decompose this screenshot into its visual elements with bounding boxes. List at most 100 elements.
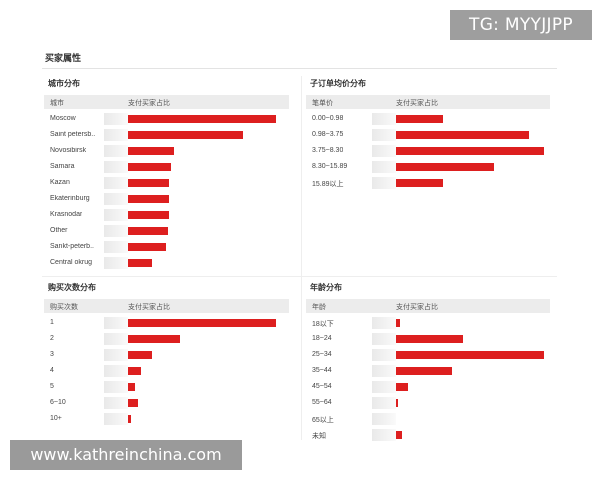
blurred-value — [104, 209, 128, 221]
share-bar — [128, 163, 171, 171]
table-row: Moscow — [44, 111, 289, 127]
row-label: 65以上 — [312, 417, 334, 424]
blurred-value — [104, 365, 128, 377]
table-row: 18以下 — [306, 315, 550, 331]
table-row: 15.89以上 — [306, 175, 550, 191]
table-row: 35~44 — [306, 363, 550, 379]
table-header-row: 年龄 支付买家占比 — [306, 299, 550, 313]
share-bar — [396, 147, 544, 155]
row-label: 3 — [50, 351, 54, 358]
share-bar — [128, 259, 152, 267]
row-label: 15.89以上 — [312, 181, 344, 188]
blurred-value — [104, 317, 128, 329]
age-distribution-panel: 年龄分布 年龄 支付买家占比 18以下 18~24 25~34 35~44 45~54 55~6… — [306, 282, 550, 442]
row-label: Samara — [50, 163, 75, 170]
blurred-value — [104, 113, 128, 125]
table-row: 65以上 — [306, 411, 550, 427]
blurred-value — [372, 349, 396, 361]
share-bar — [128, 319, 276, 327]
share-bar — [396, 163, 494, 171]
panel-title: 子订单均价分布 — [310, 79, 366, 88]
table-row: Samara — [44, 159, 289, 175]
blurred-value — [372, 413, 396, 425]
table-row: Ekaterinburg — [44, 191, 289, 207]
row-label: Novosibirsk — [50, 147, 87, 154]
blurred-value — [372, 145, 396, 157]
share-bar — [396, 367, 452, 375]
column-header-category: 购买次数 — [50, 304, 78, 311]
blurred-value — [104, 193, 128, 205]
table-row: 5 — [44, 379, 289, 395]
row-label: 5 — [50, 383, 54, 390]
share-bar — [396, 131, 529, 139]
share-bar — [396, 179, 443, 187]
blurred-value — [104, 161, 128, 173]
table-row: Central okrug — [44, 255, 289, 271]
row-label: Saint petersb.. — [50, 131, 96, 138]
blurred-value — [372, 381, 396, 393]
panel-divider-vertical — [301, 76, 302, 440]
row-label: Other — [50, 227, 68, 234]
blurred-value — [372, 333, 396, 345]
table-row: Kazan — [44, 175, 289, 191]
blurred-value — [104, 177, 128, 189]
row-label: Moscow — [50, 115, 76, 122]
blurred-value — [104, 257, 128, 269]
share-bar — [396, 319, 400, 327]
share-bar — [128, 227, 168, 235]
row-label: 0.98~3.75 — [312, 131, 344, 138]
blurred-value — [104, 241, 128, 253]
table-row: 0.98~3.75 — [306, 127, 550, 143]
table-row: Krasnodar — [44, 207, 289, 223]
row-label: 55~64 — [312, 399, 332, 406]
row-label: Central okrug — [50, 259, 93, 266]
blurred-value — [372, 129, 396, 141]
table-row: 55~64 — [306, 395, 550, 411]
city-distribution-panel: 城市分布 城市 支付买家占比 Moscow Saint petersb.. Novosib… — [44, 78, 289, 273]
blurred-value — [104, 225, 128, 237]
share-bar — [128, 351, 152, 359]
blurred-value — [372, 113, 396, 125]
share-bar — [128, 131, 243, 139]
row-label: 3.75~8.30 — [312, 147, 344, 154]
column-header-category: 年龄 — [312, 304, 326, 311]
blurred-value — [104, 129, 128, 141]
column-header-category: 笔单价 — [312, 100, 333, 107]
table-row: 18~24 — [306, 331, 550, 347]
row-label: Sankt-peterb.. — [50, 243, 94, 250]
blurred-value — [104, 333, 128, 345]
table-row: Sankt-peterb.. — [44, 239, 289, 255]
row-label: 25~34 — [312, 351, 332, 358]
price-distribution-panel: 子订单均价分布 笔单价 支付买家占比 0.00~0.98 0.98~3.75 3.75~8… — [306, 78, 550, 191]
table-row: 10+ — [44, 411, 289, 427]
blurred-value — [104, 381, 128, 393]
table-row: Novosibirsk — [44, 143, 289, 159]
row-label: 2 — [50, 335, 54, 342]
blurred-value — [372, 317, 396, 329]
panel-title: 年龄分布 — [310, 283, 342, 292]
row-label: 4 — [50, 367, 54, 374]
share-bar — [128, 195, 169, 203]
row-label: 6~10 — [50, 399, 66, 406]
table-row: 3.75~8.30 — [306, 143, 550, 159]
table-row: 3 — [44, 347, 289, 363]
share-bar — [396, 383, 408, 391]
share-bar — [128, 415, 131, 423]
share-bar — [396, 115, 443, 123]
column-header-share: 支付买家占比 — [396, 100, 438, 107]
row-label: Kazan — [50, 179, 70, 186]
blurred-value — [104, 413, 128, 425]
section-divider — [42, 68, 557, 69]
row-label: 未知 — [312, 433, 326, 440]
purchase-count-panel: 购买次数分布 购买次数 支付买家占比 1 2 3 4 5 6~10 10+ — [44, 282, 289, 432]
share-bar — [128, 179, 169, 187]
share-bar — [128, 115, 276, 123]
row-label: 1 — [50, 319, 54, 326]
column-header-category: 城市 — [50, 100, 64, 107]
blurred-value — [104, 397, 128, 409]
row-label: 10+ — [50, 415, 62, 422]
table-row: 8.30~15.89 — [306, 159, 550, 175]
panel-divider-horizontal — [42, 276, 557, 277]
blurred-value — [372, 161, 396, 173]
